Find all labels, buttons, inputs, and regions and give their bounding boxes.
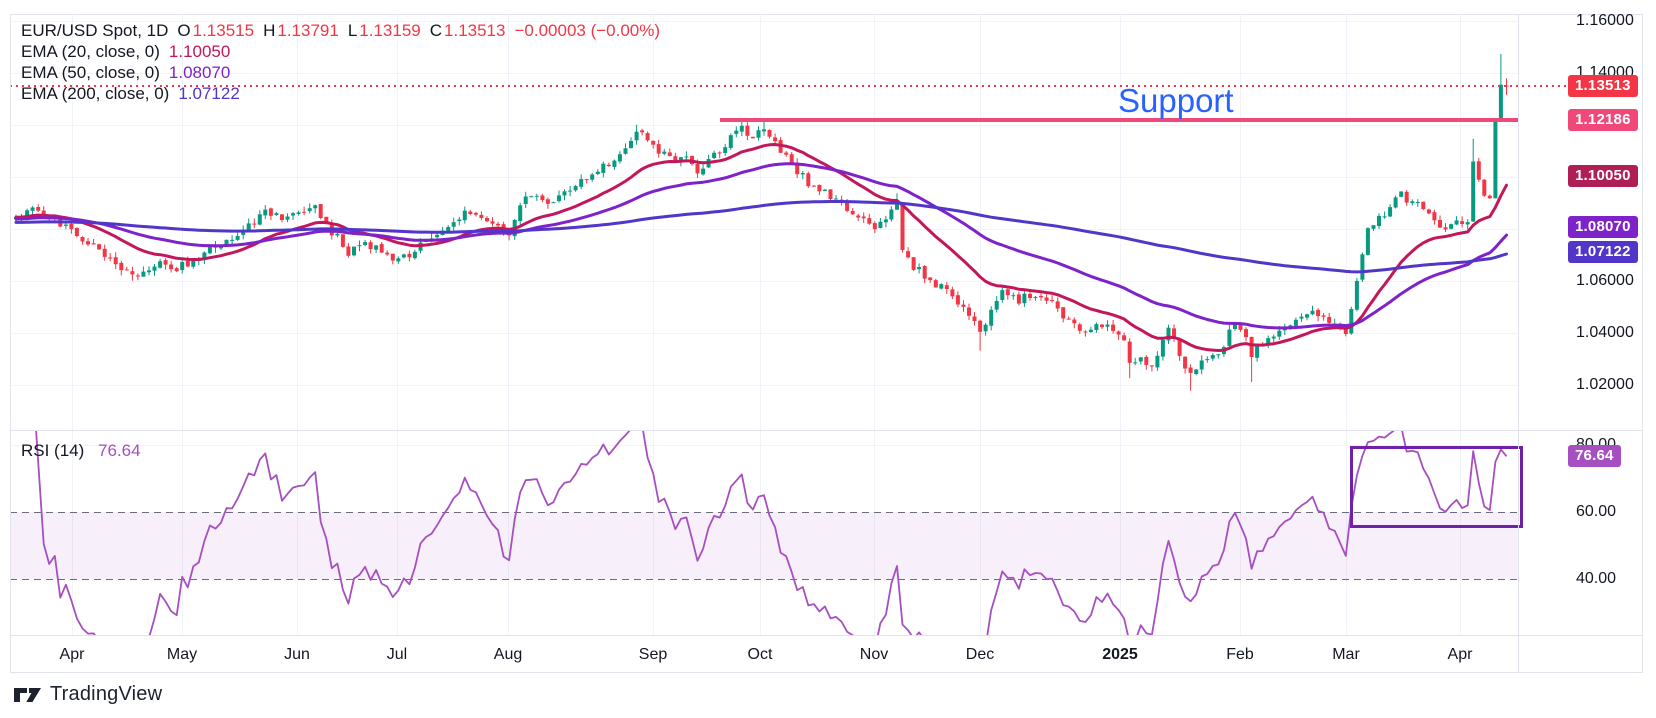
indicator-label: EMA (50, close, 0) — [21, 63, 160, 82]
price-badge: 1.07122 — [1568, 240, 1638, 263]
vertical-gridline — [182, 14, 183, 635]
rsi-tick-label: 60.00 — [1576, 503, 1617, 520]
price-tick-label: 1.04000 — [1576, 324, 1634, 341]
chart-border-bottom — [10, 672, 1642, 673]
time-axis-label[interactable]: 2025 — [1102, 646, 1138, 663]
ema-200-line[interactable] — [14, 200, 1508, 274]
vertical-gridline — [760, 14, 761, 635]
indicator-row[interactable]: EMA (50, close, 0) 1.08070 — [21, 62, 660, 83]
time-axis-label[interactable]: Jun — [284, 646, 310, 663]
ema-20-line[interactable] — [14, 143, 1508, 352]
ohlc-letter: C — [429, 21, 443, 40]
symbol-title[interactable]: EUR/USD Spot, 1D — [21, 21, 169, 40]
price-tick-label: 1.06000 — [1576, 272, 1634, 289]
ema-50-line[interactable] — [14, 162, 1508, 330]
ohlc-letter: O — [177, 21, 191, 40]
vertical-gridline — [297, 14, 298, 635]
price-badge: 1.12186 — [1568, 109, 1638, 132]
indicator-label: EMA (200, close, 0) — [21, 84, 170, 103]
time-axis-label[interactable]: Jul — [386, 646, 408, 663]
horizontal-gridline — [10, 229, 1518, 230]
ohlc-values: O 1.13515 H 1.13791 L 1.13159 C 1.13513 — [168, 21, 505, 40]
horizontal-gridline — [10, 177, 1518, 178]
vertical-gridline — [653, 14, 654, 635]
time-axis-label[interactable]: Apr — [1447, 646, 1473, 663]
vertical-gridline — [1120, 14, 1121, 635]
rsi-label: RSI (14) — [21, 441, 85, 460]
rsi-line[interactable] — [27, 378, 1508, 669]
rsi-badge: 76.64 — [1568, 445, 1621, 468]
indicator-legend-rows: EMA (20, close, 0) 1.10050 EMA (50, close,… — [21, 41, 660, 104]
ohlc-letter: H — [263, 21, 276, 40]
indicator-label: EMA (20, close, 0) — [21, 42, 160, 61]
time-axis-label[interactable]: Mar — [1332, 646, 1360, 663]
price-tick-label: 1.16000 — [1576, 12, 1634, 29]
time-axis-label[interactable]: Dec — [965, 646, 995, 663]
time-axis-label[interactable]: Apr — [59, 646, 85, 663]
time-axis-label[interactable]: Oct — [747, 646, 773, 663]
vertical-gridline — [874, 14, 875, 635]
rsi-lower-band-line — [10, 579, 1518, 580]
horizontal-gridline — [10, 333, 1518, 334]
vertical-gridline — [1460, 14, 1461, 635]
legend: EUR/USD Spot, 1D O 1.13515 H 1.13791 L 1.13159… — [21, 20, 660, 104]
horizontal-gridline — [10, 21, 1518, 22]
horizontal-gridline — [10, 281, 1518, 282]
support-level-line[interactable] — [720, 118, 1518, 123]
price-badge: 1.10050 — [1568, 164, 1638, 187]
indicator-value: 1.08070 — [168, 63, 231, 82]
chart-border-right — [1642, 14, 1643, 673]
time-axis-label[interactable]: May — [166, 646, 198, 663]
horizontal-gridline — [10, 73, 1518, 74]
rsi-value: 76.64 — [98, 441, 141, 460]
pane-separator[interactable] — [10, 430, 1642, 431]
rsi-band — [10, 512, 1518, 579]
chart-border-left — [10, 14, 11, 673]
indicator-row[interactable]: EMA (200, close, 0) 1.07122 — [21, 83, 660, 104]
time-axis-label[interactable]: Nov — [859, 646, 889, 663]
indicator-row[interactable]: EMA (20, close, 0) 1.10050 — [21, 41, 660, 62]
symbol-status-row[interactable]: EUR/USD Spot, 1D O 1.13515 H 1.13791 L 1.13159… — [21, 20, 660, 41]
horizontal-gridline — [10, 445, 1518, 446]
vertical-gridline — [72, 14, 73, 635]
ohlc-number: 1.13513 — [444, 21, 506, 40]
ohlc-number: 1.13791 — [277, 21, 339, 40]
vertical-gridline — [508, 14, 509, 635]
price-tick-label: 1.02000 — [1576, 376, 1634, 393]
time-axis-separator — [10, 635, 1642, 636]
horizontal-gridline — [10, 385, 1518, 386]
ohlc-letter: L — [347, 21, 358, 40]
indicator-value: 1.10050 — [168, 42, 231, 61]
rsi-legend-row[interactable]: RSI (14) 76.64 — [21, 441, 141, 461]
time-axis-label[interactable]: Feb — [1226, 646, 1254, 663]
tradingview-logo-icon — [14, 687, 41, 702]
price-badge: 1.08070 — [1568, 216, 1638, 239]
price-badge: 1.13513 — [1568, 74, 1638, 97]
support-label[interactable]: Support — [1118, 82, 1234, 119]
last-price-dotted-line — [10, 84, 1568, 87]
rsi-upper-band-line — [10, 512, 1518, 513]
ohlc-number: 1.13515 — [192, 21, 255, 40]
change-value: −0.00003 (−0.00%) — [514, 21, 661, 40]
ohlc-number: 1.13159 — [359, 21, 421, 40]
attribution[interactable]: TradingView — [14, 683, 162, 706]
indicator-value: 1.07122 — [178, 84, 240, 103]
time-axis-label[interactable]: Aug — [493, 646, 523, 663]
chart-border-top — [10, 14, 1642, 15]
rsi-tick-label: 40.00 — [1576, 570, 1617, 587]
rsi-highlight-box[interactable] — [1350, 446, 1523, 528]
attribution-text: TradingView — [50, 683, 163, 705]
vertical-gridline — [397, 14, 398, 635]
price-scale-separator[interactable] — [1518, 14, 1519, 673]
time-axis-label[interactable]: Sep — [638, 646, 668, 663]
